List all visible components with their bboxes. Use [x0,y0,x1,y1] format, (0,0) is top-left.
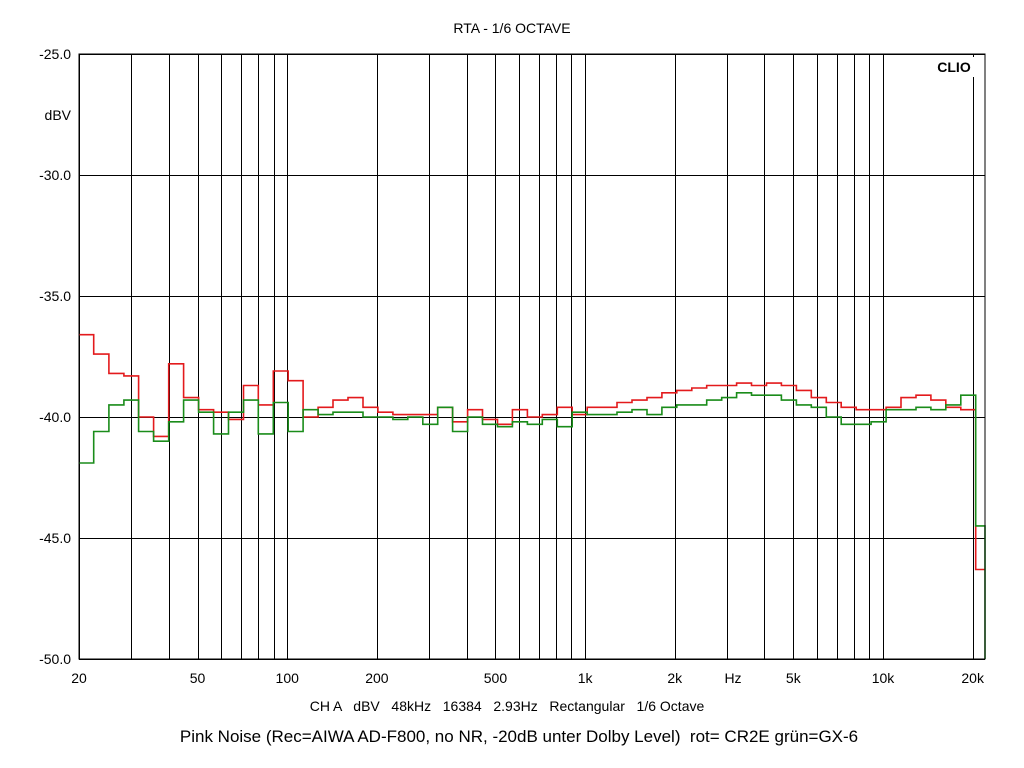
x-tick-label: 20 [71,670,87,686]
x-tick-label: 200 [365,670,389,686]
brand-label: CLIO [937,59,971,75]
y-tick-label: -50.0 [39,651,71,667]
x-tick-label: 20k [961,670,985,686]
x-unit-label: Hz [724,670,741,686]
x-tick-label: 100 [276,670,300,686]
x-tick-labels: 20 50 100 200 500 1k 2k 5k 10k 20k [71,670,985,686]
grid-lines [79,54,985,660]
y-tick-label: -25.0 [39,46,71,62]
x-tick-label: 1k [578,670,594,686]
x-tick-label: 2k [667,670,683,686]
x-tick-label: 500 [484,670,508,686]
y-tick-label: -30.0 [39,167,71,183]
y-tick-label: -40.0 [39,409,71,425]
x-tick-label: 10k [872,670,896,686]
chart-caption: Pink Noise (Rec=AIWA AD-F800, no NR, -20… [180,727,858,746]
series-green-line [79,392,986,659]
chart-title: RTA - 1/6 OCTAVE [453,20,570,36]
settings-line: CH A dBV 48kHz 16384 2.93Hz Rectangular … [310,698,705,714]
plot-frame [78,53,986,660]
series-layer [79,333,986,659]
y-tick-labels: -25.0 -30.0 -35.0 -40.0 -45.0 -50.0 [39,46,71,667]
y-axis-label: dBV [45,107,72,123]
x-tick-label: 5k [786,670,802,686]
x-tick-label: 50 [190,670,206,686]
y-tick-label: -45.0 [39,530,71,546]
brand-background [930,57,978,77]
y-tick-label: -35.0 [39,288,71,304]
series-red-line [79,333,985,571]
